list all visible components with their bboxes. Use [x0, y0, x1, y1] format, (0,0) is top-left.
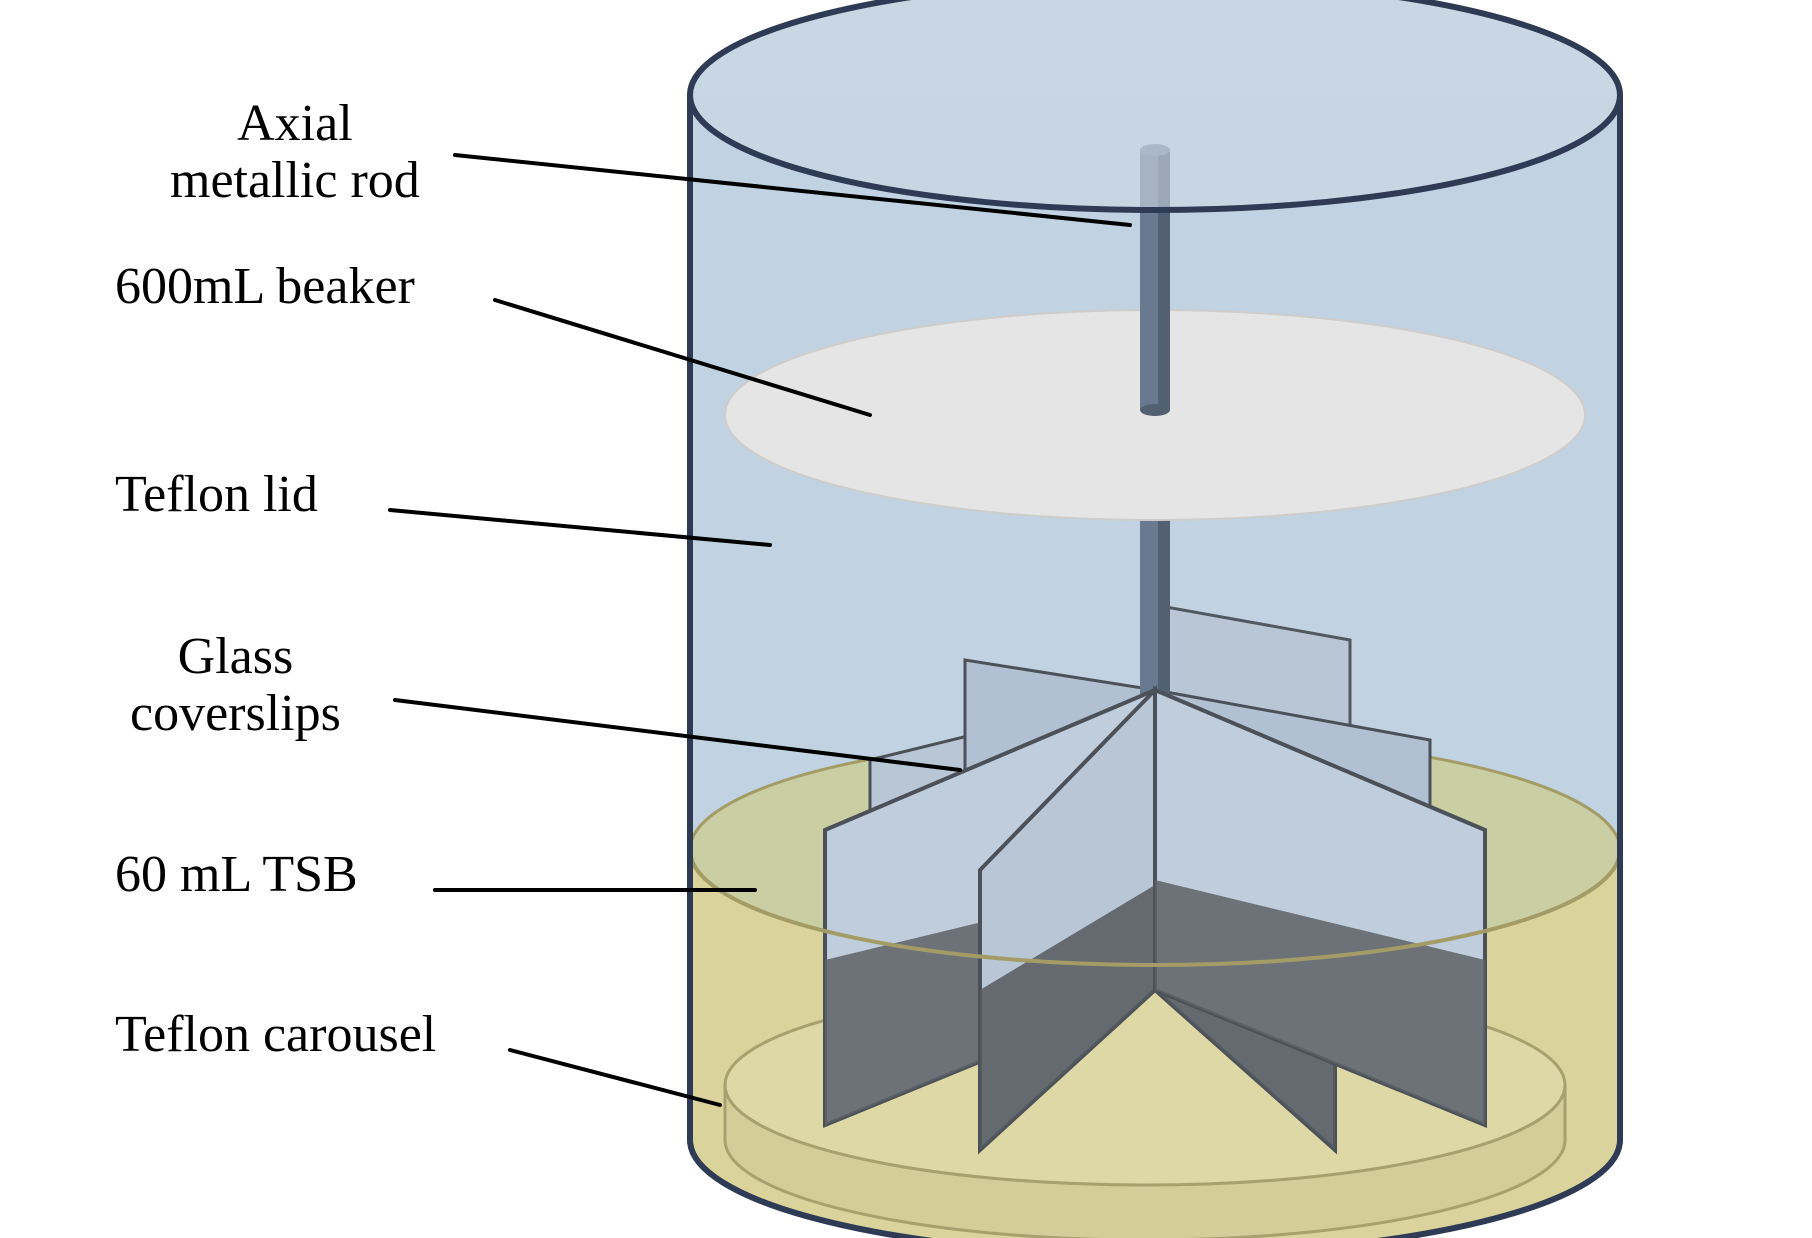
label-tsb: 60 mL TSB — [115, 846, 358, 903]
label-coverslips: Glass coverslips — [130, 628, 341, 742]
label-carousel: Teflon carousel — [115, 1006, 436, 1063]
diagram-stage: Axial metallic rod 600mL beaker Teflon l… — [0, 0, 1812, 1238]
beaker-front-glass — [690, 95, 1620, 1238]
label-beaker: 600mL beaker — [115, 258, 415, 315]
label-axial-rod: Axial metallic rod — [170, 95, 420, 209]
label-teflon-lid: Teflon lid — [115, 466, 318, 523]
